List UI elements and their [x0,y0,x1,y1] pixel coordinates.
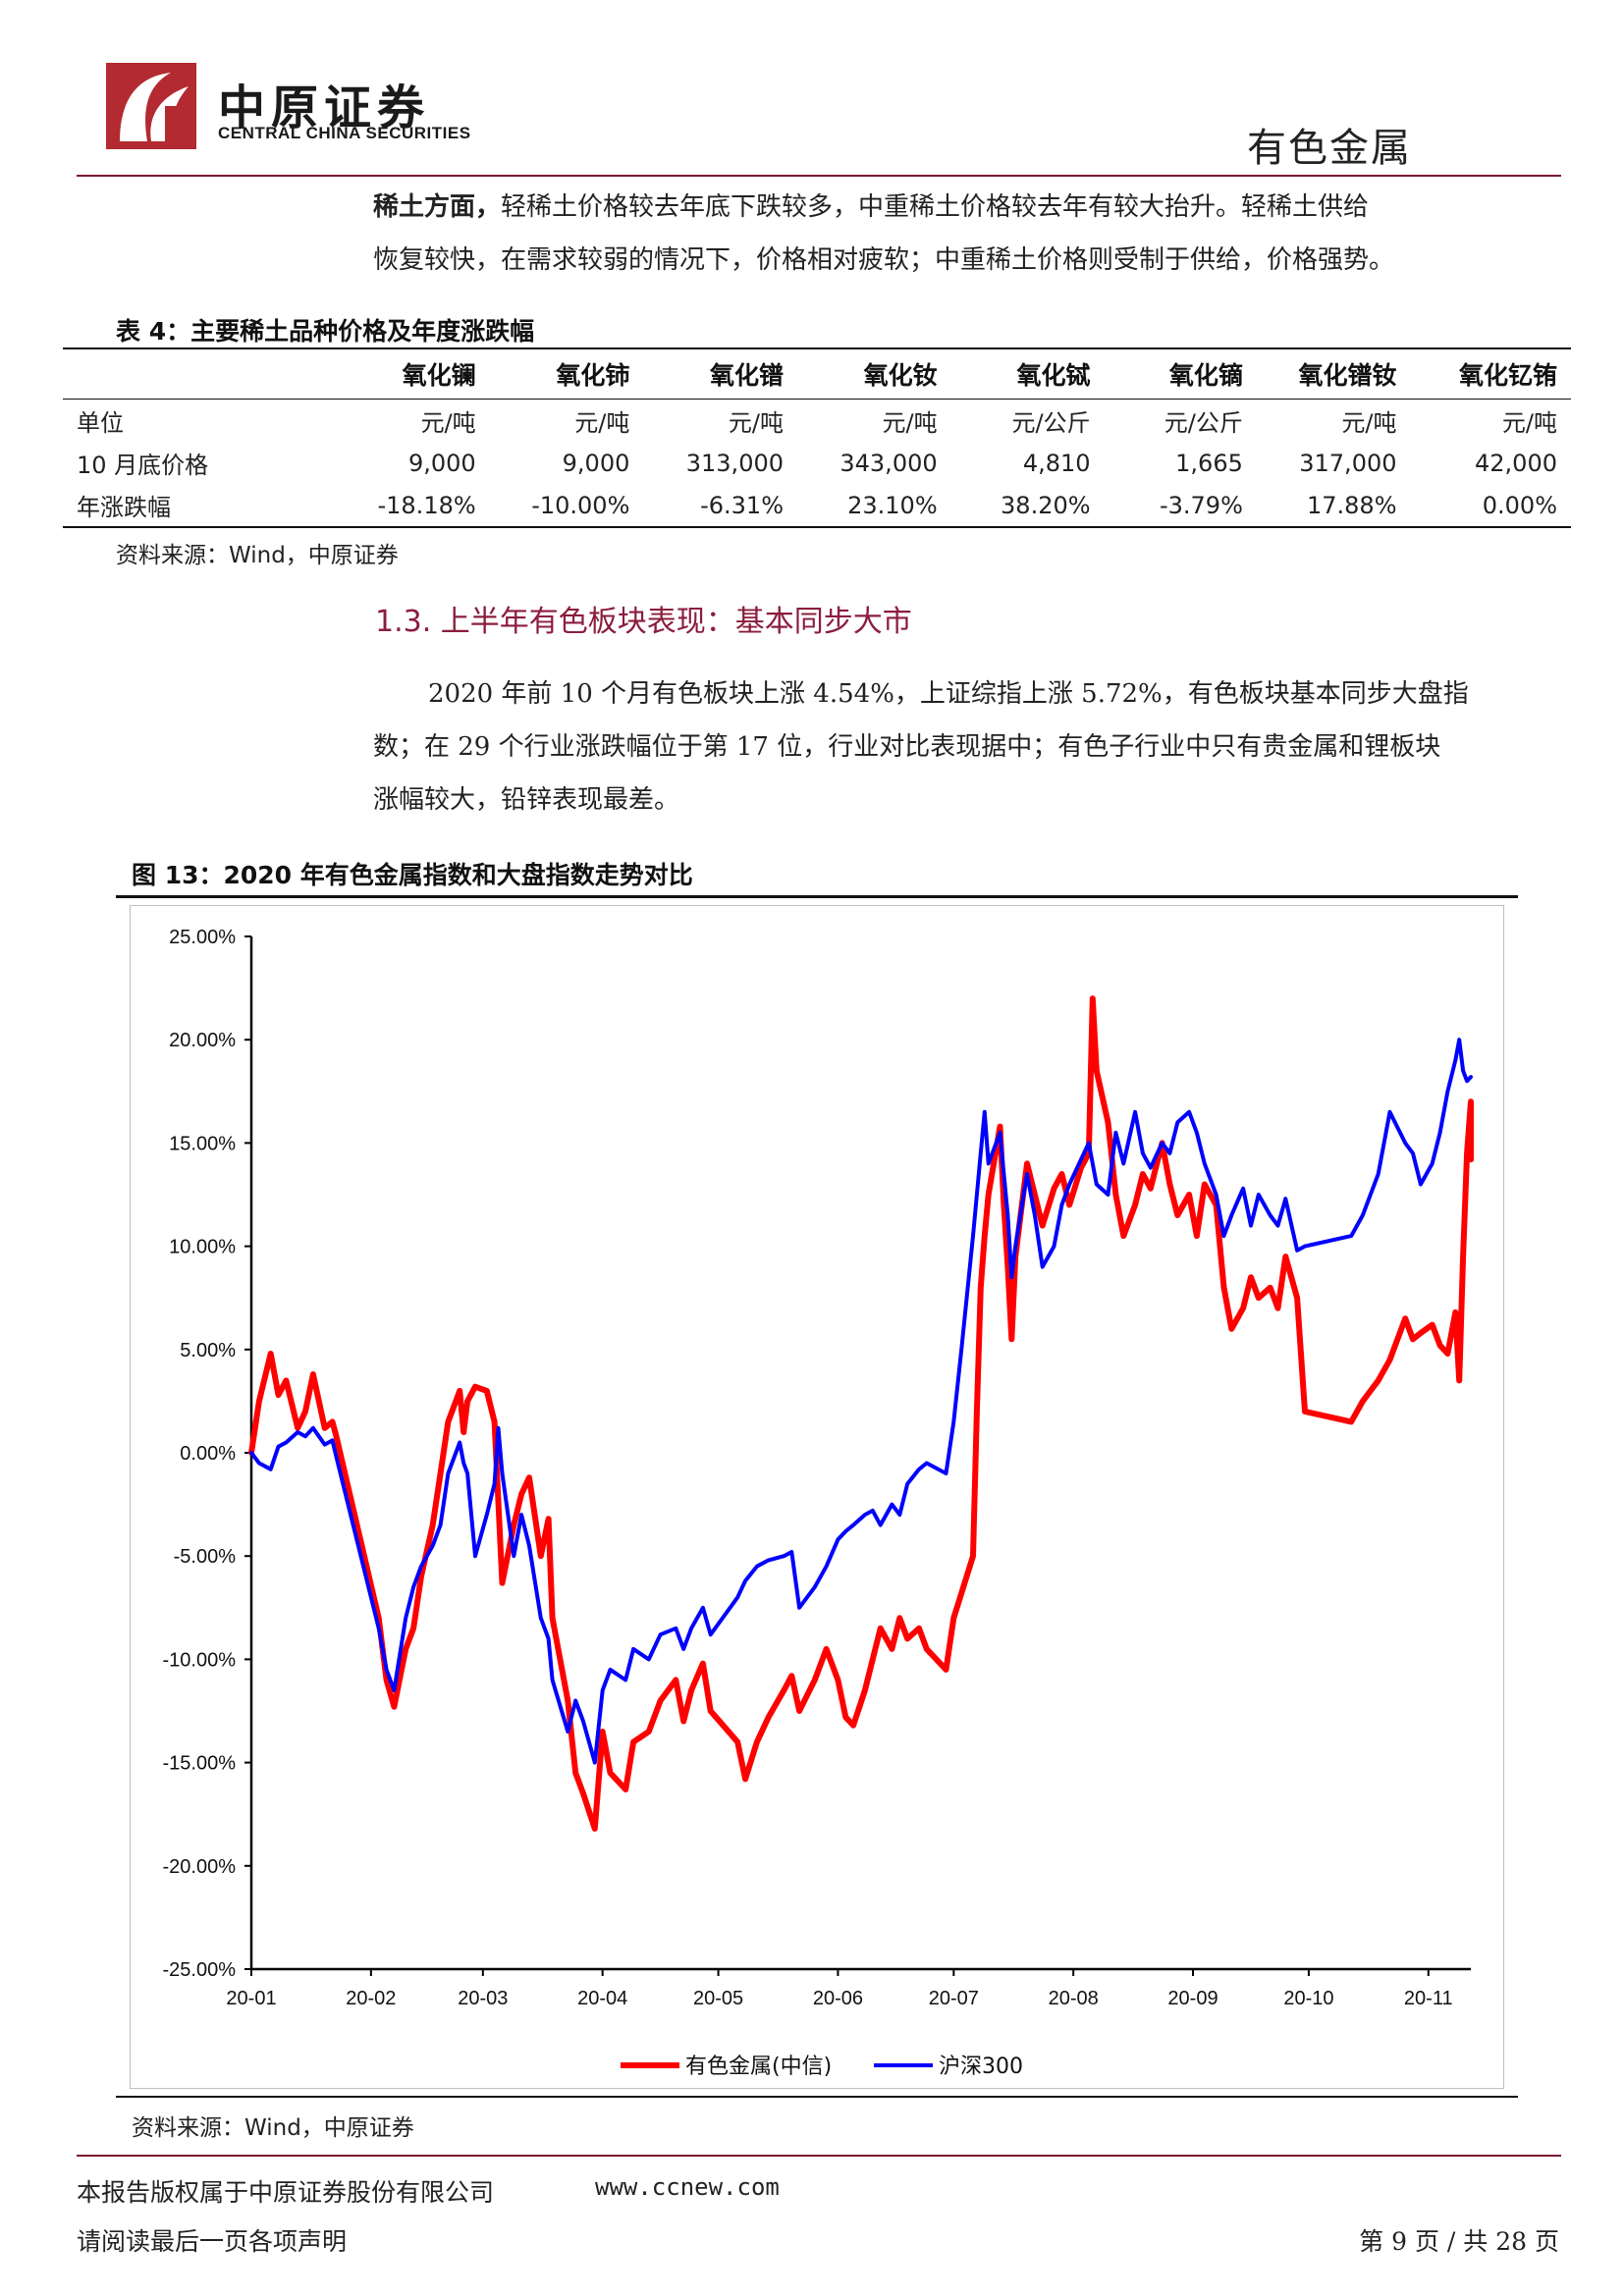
x-tick-label: 20-08 [1049,1988,1099,2009]
line-chart: 25.00% 20.00% 15.00% 10.00% 5.00% 0.00% -5.00%… [163,927,1474,2079]
y-tick-label: -20.00% [163,1856,237,1878]
table-cell: 9,000 [562,449,630,477]
table-cell: -18.18% [377,491,476,519]
table-row: 年涨跌幅 -18.18% -10.00% -6.31% 23.10% 38.20… [63,484,1571,527]
x-tick-label: 20-07 [929,1988,979,2009]
x-tick-label: 20-03 [458,1988,508,2009]
company-logo [106,63,196,149]
series-line-2 [249,1038,1473,1765]
table-cell: 元/公斤 [1011,409,1091,437]
figure-caption: 图 13：2020 年有色金属指数和大盘指数走势对比 [132,861,693,889]
legend-label-2: 沪深300 [939,2055,1023,2079]
footer-notice: 请阅读最后一页各项声明 [77,2227,348,2256]
x-tick-label: 20-11 [1404,1988,1453,2009]
table-cell: 313,000 [685,449,784,477]
table-cell: 元/吨 [728,409,784,437]
section-paragraph: 2020 年前 10 个月有色板块上涨 4.54%，上证综指上涨 5.72%，有… [373,667,1561,827]
y-tick-label: -15.00% [163,1753,237,1775]
table-header-cell: 氧化钇铕 [1458,361,1557,390]
table-cell: 343,000 [839,449,938,477]
y-tick-label: 5.00% [180,1340,236,1362]
table-cell: 元/吨 [1341,409,1397,437]
table-cell: 元/吨 [1501,409,1557,437]
chart-frame [130,905,1504,2089]
row-label: 10 月底价格 [77,452,209,479]
table-source: 资料来源：Wind，中原证券 [116,543,399,568]
table-row: 单位 元/吨 元/吨 元/吨 元/吨 元/公斤 元/公斤 元/吨 元/吨 [63,400,1571,443]
table-header-cell: 氧化镨 [709,361,784,390]
logo-text-en: CENTRAL CHINA SECURITIES [218,124,471,142]
table-cell: -3.79% [1159,491,1243,519]
table-header-cell: 氧化镨钕 [1298,361,1397,390]
table-header-cell: 氧化镧 [402,361,476,390]
logo-text-cn: 中原证券 [218,80,431,135]
x-tick-label: 20-05 [693,1988,743,2009]
y-tick-label: 0.00% [180,1443,236,1465]
x-tick-label: 20-01 [226,1988,276,2009]
y-tick-label: 20.00% [169,1030,236,1051]
table-cell: 元/吨 [420,409,476,437]
y-tick-label: 25.00% [169,927,236,948]
table-header-row: 氧化镧 氧化铈 氧化镨 氧化钕 氧化铽 氧化镝 氧化镨钕 氧化钇铕 [63,348,1571,400]
table-cell: 42,000 [1475,449,1557,477]
x-tick-label: 20-06 [813,1988,863,2009]
figure-bottom-rule [116,2096,1518,2098]
row-label: 年涨跌幅 [77,494,171,521]
table-cell: 9,000 [407,449,476,477]
y-tick-label: 10.00% [169,1237,236,1258]
table-cell: 38.20% [1001,491,1091,519]
table-header-cell [63,348,336,400]
table-cell: -6.31% [700,491,784,519]
y-tick-label: 15.00% [169,1133,236,1154]
x-tick-label: 20-10 [1283,1988,1333,2009]
rare-earth-price-table: 氧化镧 氧化铈 氧化镨 氧化钕 氧化铽 氧化镝 氧化镨钕 氧化钇铕 单位 元/吨… [63,347,1571,528]
table-header-cell: 氧化镝 [1168,361,1243,390]
intro-line-1: 轻稀土价格较去年底下跌较多，中重稀土价格较去年有较大抬升。轻稀土供给 [501,192,1370,222]
table-cell: 元/吨 [882,409,938,437]
table-cell: 元/吨 [574,409,630,437]
x-tick-label: 20-02 [346,1988,396,2009]
intro-line-2: 恢复较快，在需求较弱的情况下，价格相对疲软；中重稀土价格则受制于供给，价格强势。 [373,245,1395,275]
figure-top-rule [116,895,1518,898]
section-line-2: 数；在 29 个行业涨跌幅位于第 17 位，行业对比表现据中；有色子行业中只有贵… [373,732,1441,762]
page-number: 第 9 页 / 共 28 页 [1359,2227,1559,2256]
report-section-title: 有色金属 [1247,126,1412,171]
intro-paragraph: 稀土方面，轻稀土价格较去年底下跌较多，中重稀土价格较去年有较大抬升。轻稀土供给 … [373,181,1561,287]
table-cell: 4,810 [1022,449,1091,477]
figure-source: 资料来源：Wind，中原证券 [132,2115,414,2141]
table-cell: 元/公斤 [1164,409,1243,437]
header-divider [77,175,1561,177]
table-header-cell: 氧化铈 [556,361,630,390]
table-cell: -10.00% [531,491,630,519]
legend-label-1: 有色金属(中信) [685,2055,832,2079]
table-cell: 0.00% [1482,491,1557,519]
table-cell: 23.10% [847,491,938,519]
y-tick-label: -5.00% [174,1546,237,1568]
section-line-3: 涨幅较大，铅锌表现最差。 [373,785,680,815]
table-caption: 表 4：主要稀土品种价格及年度涨跌幅 [116,317,535,346]
table-cell: 1,665 [1175,449,1243,477]
x-tick-label: 20-09 [1167,1988,1218,2009]
y-tick-label: -10.00% [163,1649,237,1671]
table-cell: 317,000 [1299,449,1397,477]
footer-divider [77,2155,1561,2157]
footer-copyright: 本报告版权属于中原证券股份有限公司 [77,2178,495,2207]
table-cell: 17.88% [1306,491,1397,519]
intro-bold-lead: 稀土方面， [373,192,502,222]
series-line-1 [248,995,1474,1832]
x-tick-label: 20-04 [577,1988,627,2009]
footer-url[interactable]: www.ccnew.com [595,2173,780,2201]
table-header-cell: 氧化钕 [863,361,938,390]
table-header-cell: 氧化铽 [1016,361,1091,390]
table-row: 10 月底价格 9,000 9,000 313,000 343,000 4,81… [63,442,1571,484]
y-tick-label: -25.00% [163,1959,237,1981]
section-line-1: 2020 年前 10 个月有色板块上涨 4.54%，上证综指上涨 5.72%，有… [428,679,1469,709]
section-heading: 1.3. 上半年有色板块表现：基本同步大市 [375,605,912,639]
row-label: 单位 [77,409,124,437]
